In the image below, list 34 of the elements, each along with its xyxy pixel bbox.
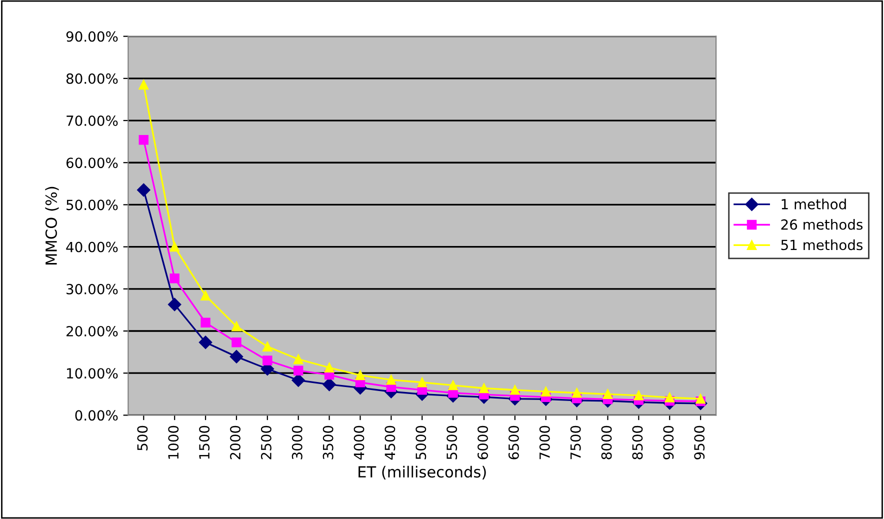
x-tick-label: 8000 (601, 426, 612, 460)
x-tick-label: 4500 (384, 426, 396, 460)
y-tick-label: 60.00% (66, 158, 118, 168)
x-tick-label: 9000 (663, 426, 674, 460)
x-tick-label: 7500 (570, 426, 581, 460)
y-tick-label: 30.00% (66, 284, 118, 294)
x-tick-label: 1000 (168, 426, 179, 459)
y-tick-label: 80.00% (66, 73, 118, 84)
x-tick-label: 1500 (199, 426, 210, 459)
x-tick-label: 2000 (230, 426, 240, 460)
x-tick-label: 8500 (632, 426, 643, 460)
x-tick-label: 6500 (508, 426, 519, 460)
y-axis-title: MMCO (%) (45, 186, 59, 264)
x-tick-label: 5500 (446, 426, 458, 460)
x-tick-label: 500 (137, 426, 148, 450)
y-tick-label: 40.00% (66, 242, 118, 252)
legend-label: 51 methods (781, 239, 863, 250)
x-tick-label: 7000 (539, 426, 550, 460)
x-tick-label: 5000 (416, 426, 426, 460)
y-tick-label: 90.00% (66, 31, 118, 42)
y-tick-label: 20.00% (66, 326, 118, 336)
y-tick-label: 0.00% (75, 410, 118, 421)
x-tick-label: 3000 (292, 426, 302, 460)
legend-label: 26 methods (781, 219, 863, 230)
legend-label: 1 method (782, 198, 846, 210)
y-tick-label: 50.00% (66, 200, 118, 210)
y-tick-label: 10.00% (67, 368, 118, 379)
x-tick-label: 2500 (260, 426, 272, 460)
x-tick-label: 9500 (694, 426, 705, 460)
x-axis-title: ET (milliseconds) (358, 466, 486, 480)
x-tick-label: 4000 (354, 426, 364, 460)
y-tick-label: 70.00% (66, 115, 118, 126)
x-tick-label: 3500 (322, 426, 334, 460)
x-tick-label: 6000 (478, 426, 488, 460)
